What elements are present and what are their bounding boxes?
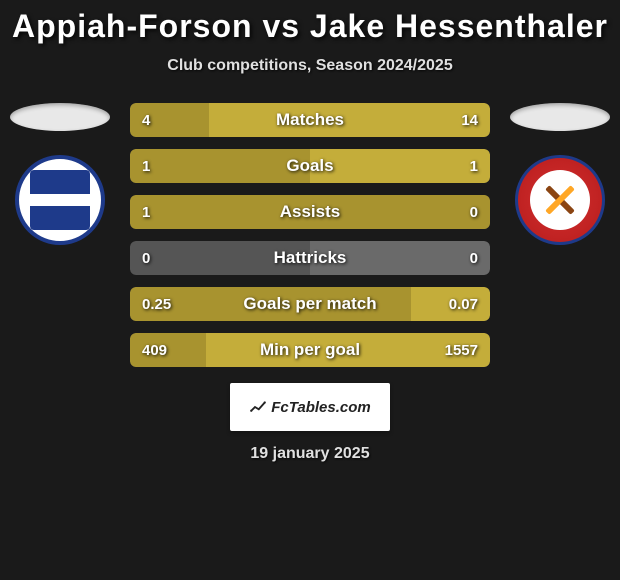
left-crest-inner (30, 170, 90, 230)
footer-source-label: FcTables.com (271, 399, 370, 416)
stat-label: Assists (130, 202, 490, 222)
footer-source-badge[interactable]: FcTables.com (230, 383, 390, 431)
date-label: 19 january 2025 (250, 445, 369, 463)
stat-bar: 409Min per goal1557 (130, 333, 490, 367)
page-subtitle: Club competitions, Season 2024/2025 (167, 57, 452, 75)
stat-value-right: 1 (470, 158, 478, 175)
left-club-crest (15, 155, 105, 245)
chart-icon (249, 398, 267, 416)
content-row: 4Matches141Goals11Assists00Hattricks00.2… (0, 103, 620, 367)
right-crest-inner (540, 180, 580, 220)
stat-label: Matches (130, 110, 490, 130)
stat-bar: 0.25Goals per match0.07 (130, 287, 490, 321)
stat-value-right: 0 (470, 204, 478, 221)
right-club-crest (515, 155, 605, 245)
left-badge-column (10, 103, 110, 245)
page-title: Appiah-Forson vs Jake Hessenthaler (12, 8, 608, 45)
stat-value-right: 1557 (445, 342, 478, 359)
stat-label: Goals per match (130, 294, 490, 314)
stat-value-right: 14 (461, 112, 478, 129)
stat-value-right: 0.07 (449, 296, 478, 313)
infographic-container: Appiah-Forson vs Jake Hessenthaler Club … (0, 0, 620, 580)
stat-bar: 4Matches14 (130, 103, 490, 137)
right-ellipse-shape (510, 103, 610, 131)
stat-label: Min per goal (130, 340, 490, 360)
stat-bar: 1Assists0 (130, 195, 490, 229)
stat-bar: 1Goals1 (130, 149, 490, 183)
left-ellipse-shape (10, 103, 110, 131)
stats-column: 4Matches141Goals11Assists00Hattricks00.2… (130, 103, 490, 367)
stat-bar: 0Hattricks0 (130, 241, 490, 275)
right-badge-column (510, 103, 610, 245)
stat-label: Hattricks (130, 248, 490, 268)
stat-label: Goals (130, 156, 490, 176)
stat-value-right: 0 (470, 250, 478, 267)
